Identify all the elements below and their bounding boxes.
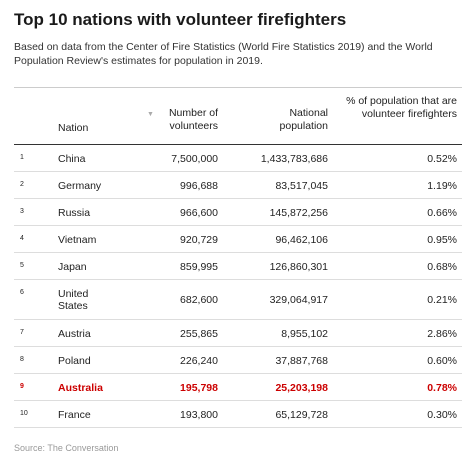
rank-cell: 10	[20, 410, 28, 417]
column-header-nation[interactable]: Nation	[58, 122, 89, 134]
population-cell: 96,462,106	[275, 234, 328, 246]
percent-cell: 0.52%	[427, 153, 457, 165]
volunteers-cell: 920,729	[180, 234, 218, 246]
table-header: Nation ▼ Number of volunteers National p…	[0, 90, 474, 142]
nation-cell: Austria	[58, 328, 91, 340]
table-row: 10 France 193,800 65,129,728 0.30%	[14, 401, 462, 428]
rank-cell: 8	[20, 356, 24, 363]
percent-cell: 0.78%	[427, 382, 457, 394]
volunteers-cell: 7,500,000	[171, 153, 218, 165]
population-cell: 145,872,256	[269, 207, 328, 219]
table-row: 7 Austria 255,865 8,955,102 2.86%	[14, 320, 462, 347]
percent-cell: 0.21%	[427, 294, 457, 306]
population-cell: 1,433,783,686	[260, 153, 328, 165]
nation-cell: Australia	[58, 382, 103, 394]
percent-cell: 0.30%	[427, 409, 457, 421]
rank-cell: 5	[20, 262, 24, 269]
table-row: 3 Russia 966,600 145,872,256 0.66%	[14, 199, 462, 226]
volunteers-cell: 195,798	[180, 382, 218, 394]
volunteers-cell: 226,240	[180, 355, 218, 367]
nation-cell: Russia	[58, 207, 91, 219]
population-cell: 83,517,045	[275, 180, 328, 192]
volunteers-cell: 682,600	[180, 294, 218, 306]
column-header-volunteers[interactable]: Number of volunteers	[168, 107, 218, 132]
population-cell: 37,887,768	[275, 355, 328, 367]
population-cell: 8,955,102	[281, 328, 328, 340]
nation-cell: Poland	[58, 355, 91, 367]
table-row: 5 Japan 859,995 126,860,301 0.68%	[14, 253, 462, 280]
table-row: 6 United States 682,600 329,064,917 0.21…	[14, 280, 462, 320]
table-row: 2 Germany 996,688 83,517,045 1.19%	[14, 172, 462, 199]
percent-cell: 0.95%	[427, 234, 457, 246]
rank-cell: 9	[20, 383, 24, 390]
rank-cell: 3	[20, 208, 24, 215]
percent-cell: 0.66%	[427, 207, 457, 219]
rank-cell: 6	[20, 289, 24, 296]
column-header-population[interactable]: National population	[279, 107, 328, 132]
population-cell: 25,203,198	[275, 382, 328, 394]
rank-cell: 7	[20, 329, 24, 336]
percent-cell: 0.60%	[427, 355, 457, 367]
nation-cell: Japan	[58, 261, 87, 273]
nation-cell: France	[58, 409, 91, 421]
population-cell: 126,860,301	[269, 261, 328, 273]
table-row: 1 China 7,500,000 1,433,783,686 0.52%	[14, 145, 462, 172]
rank-cell: 1	[20, 154, 24, 161]
table-row: 4 Vietnam 920,729 96,462,106 0.95%	[14, 226, 462, 253]
table-body: 1 China 7,500,000 1,433,783,686 0.52% 2 …	[14, 145, 462, 428]
volunteers-cell: 193,800	[180, 409, 218, 421]
column-header-percent[interactable]: % of population that are volunteer firef…	[346, 95, 457, 120]
nation-cell: Vietnam	[58, 234, 97, 246]
table-row: 8 Poland 226,240 37,887,768 0.60%	[14, 347, 462, 374]
nation-cell: United States	[58, 288, 89, 312]
header-divider	[14, 144, 462, 145]
subtitle: Based on data from the Center of Fire St…	[14, 41, 433, 67]
volunteers-cell: 255,865	[180, 328, 218, 340]
percent-cell: 2.86%	[427, 328, 457, 340]
volunteers-cell: 966,600	[180, 207, 218, 219]
percent-cell: 1.19%	[427, 180, 457, 192]
divider	[14, 87, 462, 88]
page-title: Top 10 nations with volunteer firefighte…	[14, 10, 347, 29]
nation-cell: China	[58, 153, 86, 165]
nation-cell: Germany	[58, 180, 102, 192]
rank-cell: 4	[20, 235, 24, 242]
volunteers-cell: 859,995	[180, 261, 218, 273]
rank-cell: 2	[20, 181, 24, 188]
sort-down-icon[interactable]: ▼	[147, 111, 154, 118]
population-cell: 65,129,728	[275, 409, 328, 421]
population-cell: 329,064,917	[269, 294, 328, 306]
table-row-highlighted: 9 Australia 195,798 25,203,198 0.78%	[14, 374, 462, 401]
source-note: Source: The Conversation	[14, 443, 119, 453]
percent-cell: 0.68%	[427, 261, 457, 273]
volunteers-cell: 996,688	[180, 180, 218, 192]
